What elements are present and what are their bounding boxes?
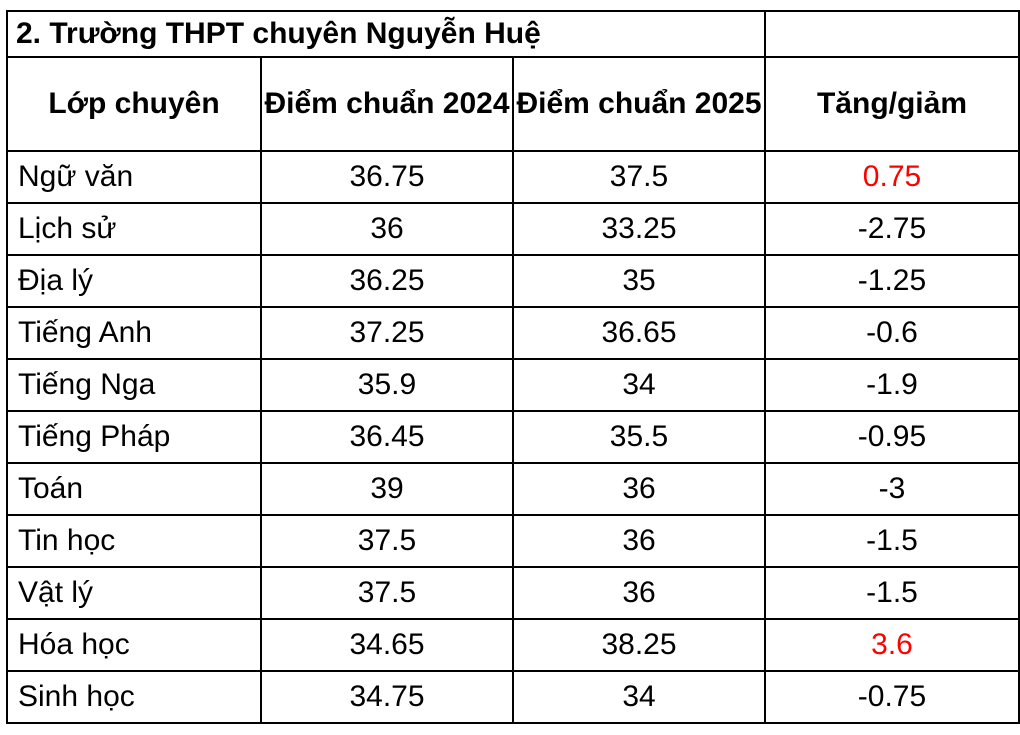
row-score-2024: 36.25: [260, 254, 514, 308]
row-class-name: Địa lý: [6, 254, 262, 308]
row-change: -0.95: [764, 410, 1020, 464]
row-score-2025: 35: [512, 254, 766, 308]
row-class-name: Lịch sử: [6, 202, 262, 256]
row-score-2025: 33.25: [512, 202, 766, 256]
score-table: 2. Trường THPT chuyên Nguyễn Huệ Lớp chu…: [6, 10, 1020, 724]
table-row: Tiếng Pháp 36.45 35.5 -0.95: [6, 410, 1020, 464]
row-score-2024: 36.45: [260, 410, 514, 464]
row-score-2025: 35.5: [512, 410, 766, 464]
row-change: 0.75: [764, 150, 1020, 204]
row-score-2025: 36: [512, 566, 766, 620]
row-score-2025: 36.65: [512, 306, 766, 360]
table-title: 2. Trường THPT chuyên Nguyễn Huệ: [6, 10, 766, 58]
empty-cell: [764, 10, 1020, 58]
row-score-2024: 39: [260, 462, 514, 516]
row-score-2024: 37.5: [260, 566, 514, 620]
row-change: -1.5: [764, 566, 1020, 620]
row-change: -2.75: [764, 202, 1020, 256]
row-score-2025: 37.5: [512, 150, 766, 204]
header-score-2025: Điểm chuẩn 2025: [512, 56, 766, 152]
table-row: Hóa học 34.65 38.25 3.6: [6, 618, 1020, 672]
row-class-name: Tiếng Pháp: [6, 410, 262, 464]
row-score-2024: 35.9: [260, 358, 514, 412]
table-row: Ngữ văn 36.75 37.5 0.75: [6, 150, 1020, 204]
row-score-2025: 34: [512, 358, 766, 412]
row-class-name: Toán: [6, 462, 262, 516]
table-row: Tin học 37.5 36 -1.5: [6, 514, 1020, 568]
row-class-name: Tiếng Nga: [6, 358, 262, 412]
table-row: Địa lý 36.25 35 -1.25: [6, 254, 1020, 308]
row-class-name: Ngữ văn: [6, 150, 262, 204]
table-row: Sinh học 34.75 34 -0.75: [6, 670, 1020, 724]
row-change: -0.6: [764, 306, 1020, 360]
row-class-name: Vật lý: [6, 566, 262, 620]
table-row: Tiếng Anh 37.25 36.65 -0.6: [6, 306, 1020, 360]
header-row: Lớp chuyên Điểm chuẩn 2024 Điểm chuẩn 20…: [6, 56, 1020, 152]
row-change: -1.25: [764, 254, 1020, 308]
row-score-2024: 34.75: [260, 670, 514, 724]
row-change: 3.6: [764, 618, 1020, 672]
table-row: Vật lý 37.5 36 -1.5: [6, 566, 1020, 620]
row-score-2024: 36: [260, 202, 514, 256]
row-class-name: Tin học: [6, 514, 262, 568]
row-class-name: Hóa học: [6, 618, 262, 672]
header-change: Tăng/giảm: [764, 56, 1020, 152]
row-score-2024: 37.25: [260, 306, 514, 360]
row-change: -3: [764, 462, 1020, 516]
row-class-name: Tiếng Anh: [6, 306, 262, 360]
table-row: Lịch sử 36 33.25 -2.75: [6, 202, 1020, 256]
row-class-name: Sinh học: [6, 670, 262, 724]
row-score-2024: 37.5: [260, 514, 514, 568]
row-change: -0.75: [764, 670, 1020, 724]
row-score-2025: 34: [512, 670, 766, 724]
row-score-2025: 38.25: [512, 618, 766, 672]
table-row: Tiếng Nga 35.9 34 -1.9: [6, 358, 1020, 412]
table-row: Toán 39 36 -3: [6, 462, 1020, 516]
row-change: -1.9: [764, 358, 1020, 412]
row-score-2025: 36: [512, 514, 766, 568]
row-score-2024: 34.65: [260, 618, 514, 672]
header-score-2024: Điểm chuẩn 2024: [260, 56, 514, 152]
row-score-2025: 36: [512, 462, 766, 516]
header-class: Lớp chuyên: [6, 56, 262, 152]
title-row: 2. Trường THPT chuyên Nguyễn Huệ: [6, 10, 1020, 58]
row-score-2024: 36.75: [260, 150, 514, 204]
row-change: -1.5: [764, 514, 1020, 568]
